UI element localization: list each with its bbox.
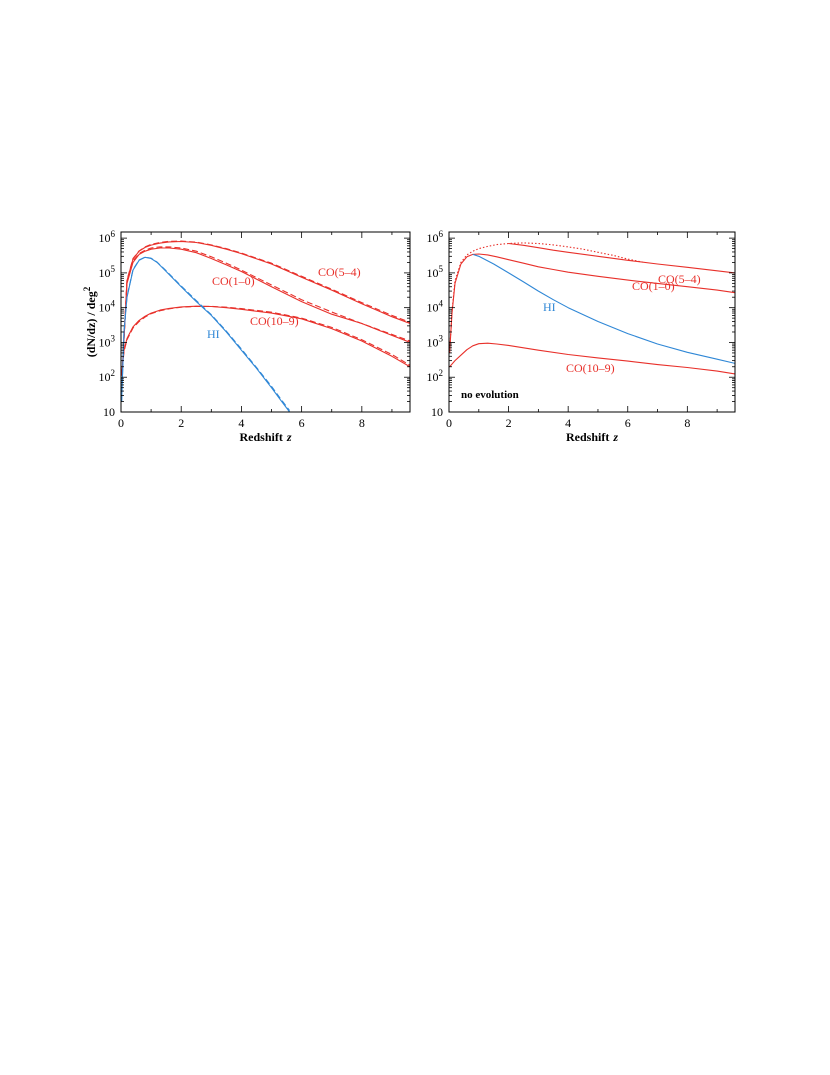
series-label-co-5-4: CO(5–4)	[658, 272, 701, 286]
x-tick-label: 0	[446, 416, 452, 430]
series-label-co-1-0: CO(1–0)	[632, 279, 675, 293]
series-line-co-5-4	[508, 242, 735, 274]
x-tick-label: 2	[178, 416, 184, 430]
plot-frame	[120, 231, 411, 413]
y-tick-label: 102	[99, 368, 116, 384]
y-tick-label: 104	[99, 299, 116, 315]
annotation-no-evolution: no evolution	[461, 389, 519, 401]
x-tick-label: 6	[625, 416, 631, 430]
series-line-co-1-0	[449, 253, 735, 353]
x-axis-label: Redshift z	[566, 430, 618, 444]
series-label-co-10-9: CO(10–9)	[566, 361, 615, 375]
series-line-model-3	[121, 246, 410, 367]
plot-frame	[448, 231, 736, 413]
y-tick-label: 105	[427, 264, 444, 280]
y-tick-label: 106	[427, 229, 444, 245]
series-label-co-1-0: CO(1–0)	[212, 274, 255, 288]
y-tick-label: 102	[427, 368, 444, 384]
y-tick-label: 104	[427, 299, 444, 315]
series-line-hi	[472, 253, 735, 364]
y-axis-label: (dN/dz) / deg2	[82, 286, 98, 357]
x-tick-label: 2	[506, 416, 512, 430]
x-tick-label: 4	[238, 416, 244, 430]
x-tick-label: 0	[118, 416, 124, 430]
series-line-co-10-9	[449, 342, 735, 375]
series-line-model-1	[121, 240, 410, 367]
x-tick-label: 4	[565, 416, 571, 430]
series-line-model-1	[449, 242, 643, 353]
x-tick-label: 8	[684, 416, 690, 430]
x-tick-label: 6	[299, 416, 305, 430]
series-line-co-1-0	[121, 247, 410, 367]
series-line-co-5-4	[121, 240, 410, 367]
series-line-model-7	[121, 256, 291, 411]
series-label-co-5-4: CO(5–4)	[318, 265, 361, 279]
y-tick-label: 10	[431, 405, 443, 419]
y-tick-label: 103	[99, 333, 116, 349]
y-tick-label: 10	[103, 405, 115, 419]
series-line-hi	[121, 256, 291, 412]
series-group	[449, 242, 735, 375]
y-tick-label: 105	[99, 264, 116, 280]
x-tick-label: 8	[359, 416, 365, 430]
series-label-hi: HI	[543, 300, 556, 314]
series-label-co-10-9: CO(10–9)	[250, 314, 299, 328]
panel-evolution: 0 2 4 6 8 10 102 103 104 105 106 Redshift z (dN/dz) /…	[82, 229, 411, 444]
series-label-hi: HI	[207, 327, 220, 341]
y-tick-label: 103	[427, 333, 444, 349]
series-line-model-5	[121, 305, 410, 376]
y-tick-label: 106	[99, 229, 116, 245]
x-axis-label: Redshift z	[239, 430, 291, 444]
series-group	[121, 240, 410, 412]
